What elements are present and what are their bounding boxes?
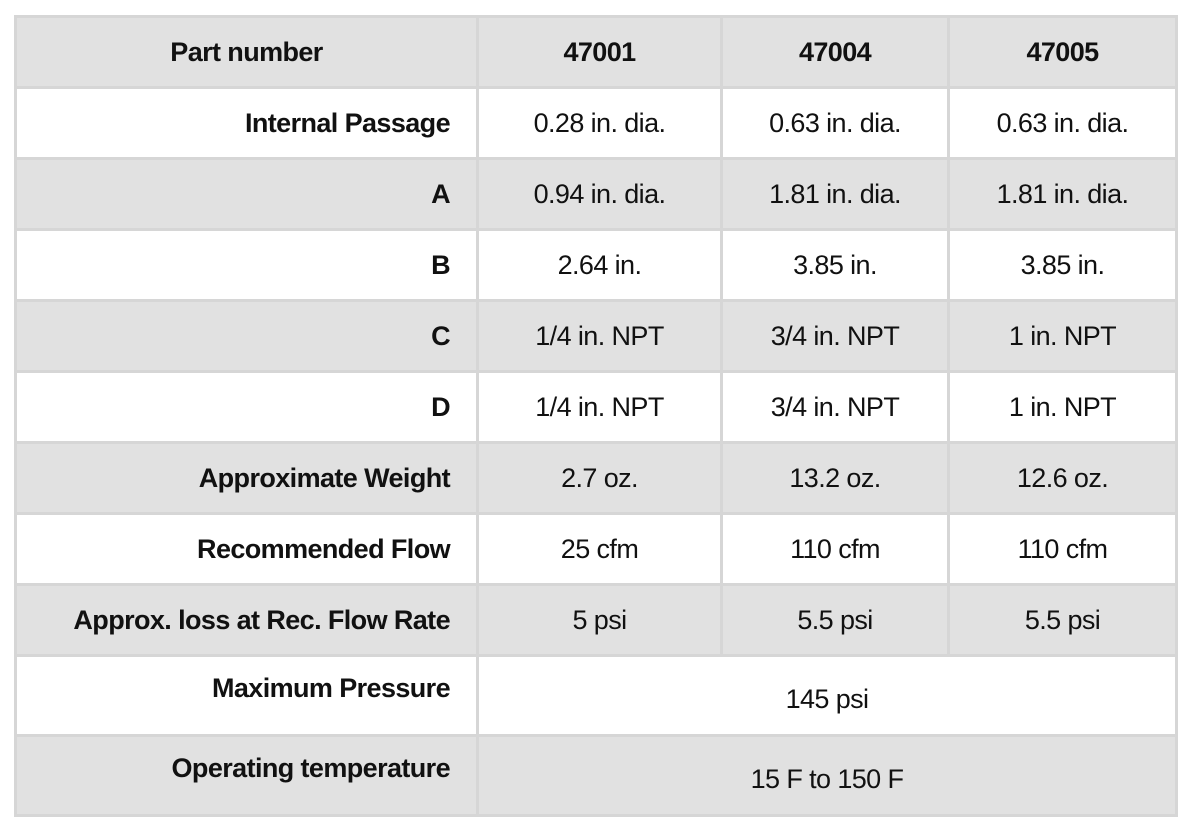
row-label-operating-temperature: Operating temperature	[14, 734, 479, 817]
spec-table: Part number 47001 47004 47005 Internal P…	[14, 15, 1178, 817]
table-row: C 1/4 in. NPT 3/4 in. NPT 1 in. NPT	[14, 299, 1178, 373]
table-cell: 110 cfm	[947, 512, 1178, 586]
row-label-c: C	[14, 299, 479, 373]
row-label-recommended-flow: Recommended Flow	[14, 512, 479, 586]
row-label-approx-loss: Approx. loss at Rec. Flow Rate	[14, 583, 479, 657]
table-cell: 1.81 in. dia.	[947, 157, 1178, 231]
table-cell: 5.5 psi	[720, 583, 950, 657]
table-row: D 1/4 in. NPT 3/4 in. NPT 1 in. NPT	[14, 370, 1178, 444]
table-cell: 12.6 oz.	[947, 441, 1178, 515]
table-row: Approximate Weight 2.7 oz. 13.2 oz. 12.6…	[14, 441, 1178, 515]
table-cell: 3.85 in.	[720, 228, 950, 302]
table-row: A 0.94 in. dia. 1.81 in. dia. 1.81 in. d…	[14, 157, 1178, 231]
table-cell: 0.94 in. dia.	[476, 157, 723, 231]
row-label-a: A	[14, 157, 479, 231]
table-cell: 2.64 in.	[476, 228, 723, 302]
table-cell: 5 psi	[476, 583, 723, 657]
table-cell: 1.81 in. dia.	[720, 157, 950, 231]
table-cell: 3.85 in.	[947, 228, 1178, 302]
table-cell: 3/4 in. NPT	[720, 299, 950, 373]
table-cell: 0.63 in. dia.	[720, 86, 950, 160]
table-cell: 1 in. NPT	[947, 299, 1178, 373]
row-label-b: B	[14, 228, 479, 302]
table-cell: 3/4 in. NPT	[720, 370, 950, 444]
table-row: Recommended Flow 25 cfm 110 cfm 110 cfm	[14, 512, 1178, 586]
row-label-maximum-pressure: Maximum Pressure	[14, 654, 479, 737]
table-row: Operating temperature 15 F to 150 F	[14, 734, 1178, 817]
table-cell: 0.63 in. dia.	[947, 86, 1178, 160]
table-row: B 2.64 in. 3.85 in. 3.85 in.	[14, 228, 1178, 302]
table-row: Internal Passage 0.28 in. dia. 0.63 in. …	[14, 86, 1178, 160]
header-row: Part number 47001 47004 47005	[14, 15, 1178, 89]
column-header-47001: 47001	[476, 15, 723, 89]
spanned-cell-maximum-pressure: 145 psi	[476, 654, 1178, 737]
table-cell: 110 cfm	[720, 512, 950, 586]
spanned-cell-operating-temperature: 15 F to 150 F	[476, 734, 1178, 817]
column-header-47004: 47004	[720, 15, 950, 89]
table-cell: 1/4 in. NPT	[476, 299, 723, 373]
row-label-d: D	[14, 370, 479, 444]
table-cell: 1 in. NPT	[947, 370, 1178, 444]
column-header-47005: 47005	[947, 15, 1178, 89]
table-cell: 13.2 oz.	[720, 441, 950, 515]
row-label-approximate-weight: Approximate Weight	[14, 441, 479, 515]
row-label-internal-passage: Internal Passage	[14, 86, 479, 160]
table-row: Maximum Pressure 145 psi	[14, 654, 1178, 737]
table-cell: 2.7 oz.	[476, 441, 723, 515]
table-cell: 0.28 in. dia.	[476, 86, 723, 160]
table-row: Approx. loss at Rec. Flow Rate 5 psi 5.5…	[14, 583, 1178, 657]
table-cell: 5.5 psi	[947, 583, 1178, 657]
table-cell: 25 cfm	[476, 512, 723, 586]
part-number-header: Part number	[14, 15, 479, 89]
table-cell: 1/4 in. NPT	[476, 370, 723, 444]
